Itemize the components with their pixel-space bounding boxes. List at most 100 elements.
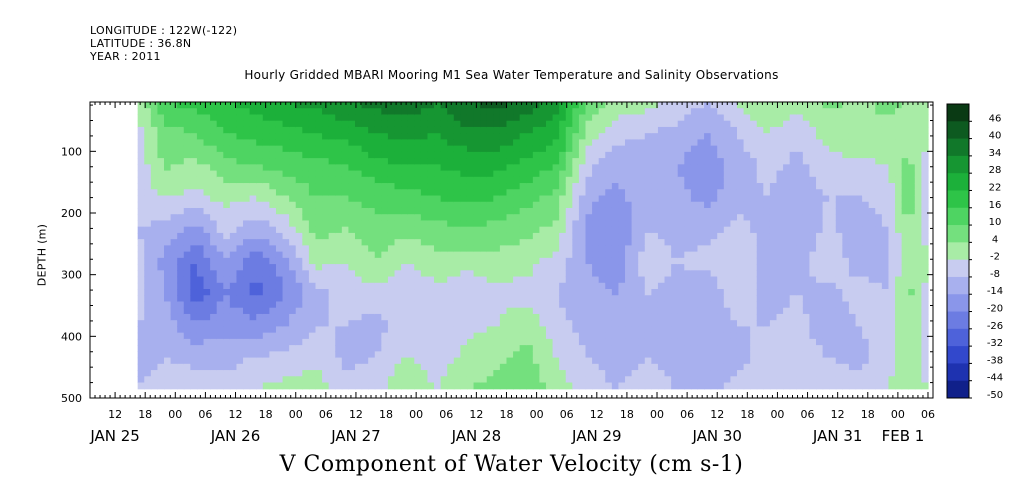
heatmap-cell [381, 183, 389, 190]
heatmap-cell [835, 232, 843, 240]
heatmap-cell [664, 320, 672, 328]
heatmap-cell [572, 239, 580, 246]
heatmap-cell [466, 226, 475, 234]
heatmap-cell [447, 376, 455, 384]
heatmap-cell [697, 295, 705, 303]
heatmap-cell [170, 164, 178, 172]
heatmap-cell [829, 332, 837, 340]
heatmap-cell [368, 301, 376, 309]
heatmap-cell [196, 126, 205, 134]
heatmap-cell [598, 270, 606, 278]
heatmap-cell [783, 201, 791, 209]
heatmap-cell [677, 239, 685, 246]
heatmap-cell [750, 226, 758, 234]
heatmap-cell [710, 133, 718, 140]
heatmap-cell [249, 301, 257, 309]
heatmap-cell [710, 164, 718, 172]
heatmap-cell [223, 195, 231, 203]
heatmap-cell [150, 220, 159, 228]
heatmap-cell [776, 251, 784, 259]
heatmap-cell [572, 257, 580, 265]
heatmap-cell [829, 313, 837, 321]
heatmap-cell [499, 245, 508, 253]
heatmap-cell [381, 357, 389, 365]
heatmap-cell [328, 133, 336, 140]
heatmap-cell [506, 176, 514, 184]
heatmap-cell [164, 232, 172, 240]
heatmap-cell [401, 158, 409, 165]
heatmap-cell [170, 189, 178, 197]
heatmap-cell [710, 114, 718, 122]
year-label: YEAR : 2011 [90, 50, 161, 63]
heatmap-cell [552, 370, 560, 377]
heatmap-cell [743, 108, 751, 116]
heatmap-cell [848, 126, 857, 134]
heatmap-cell [513, 301, 521, 309]
heatmap-cell [434, 307, 442, 315]
heatmap-cell [783, 351, 791, 359]
heatmap-cell [736, 126, 745, 134]
heatmap-cell [275, 270, 284, 278]
heatmap-cell [532, 295, 541, 303]
heatmap-cell [671, 176, 679, 184]
heatmap-cell [150, 345, 159, 352]
heatmap-cell [282, 245, 290, 253]
heatmap-cell [295, 295, 303, 303]
heatmap-cell [750, 338, 758, 346]
heatmap-cell [150, 245, 159, 253]
heatmap-cell [447, 282, 455, 290]
heatmap-cell [223, 102, 231, 109]
heatmap-cell [605, 257, 613, 265]
heatmap-cell [677, 282, 685, 290]
heatmap-cell [625, 102, 633, 109]
heatmap-cell [506, 338, 514, 346]
heatmap-cell [736, 295, 745, 303]
heatmap-cell [157, 133, 165, 140]
heatmap-cell [559, 207, 567, 215]
heatmap-cell [460, 114, 468, 122]
heatmap-cell [499, 289, 508, 296]
heatmap-cell [144, 276, 152, 284]
heatmap-cell [269, 307, 277, 315]
heatmap-cell [499, 376, 508, 384]
heatmap-cell [585, 183, 593, 190]
heatmap-cell [644, 332, 652, 340]
heatmap-cell [243, 145, 251, 153]
heatmap-cell [710, 102, 718, 109]
heatmap-cell [750, 370, 758, 377]
heatmap-cell [526, 270, 534, 278]
heatmap-cell [723, 170, 732, 178]
heatmap-cell [295, 270, 303, 278]
heatmap-cell [289, 338, 297, 346]
heatmap-cell [473, 176, 481, 184]
heatmap-cell [822, 282, 830, 290]
heatmap-cell [243, 102, 251, 109]
heatmap-cell [282, 108, 290, 116]
heatmap-cell [328, 320, 336, 328]
heatmap-cell [559, 195, 567, 203]
heatmap-cell [690, 264, 699, 271]
heatmap-cell [170, 239, 178, 246]
heatmap-cell [756, 257, 764, 265]
heatmap-cell [190, 282, 198, 290]
heatmap-cell [210, 239, 218, 246]
heatmap-cell [506, 270, 514, 278]
heatmap-cell [769, 114, 778, 122]
heatmap-cell [585, 326, 593, 334]
heatmap-cell [420, 357, 429, 365]
heatmap-cell [427, 139, 435, 147]
heatmap-cell [210, 226, 218, 234]
heatmap-cell [420, 320, 429, 328]
heatmap-cell [137, 338, 145, 346]
heatmap-cell [460, 151, 468, 159]
heatmap-cell [802, 338, 811, 346]
heatmap-cell [335, 245, 343, 253]
heatmap-cell [407, 307, 415, 315]
heatmap-cell [519, 370, 527, 377]
heatmap-cell [210, 114, 218, 122]
heatmap-cell [677, 276, 685, 284]
heatmap-cell [262, 351, 270, 359]
heatmap-cell [289, 220, 297, 228]
heatmap-cell [374, 301, 382, 309]
heatmap-cell [578, 139, 587, 147]
